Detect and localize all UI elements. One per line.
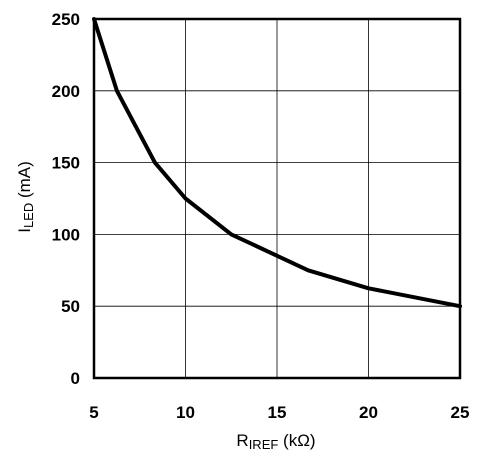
x-tick-label: 20 xyxy=(359,403,378,422)
grid-layer xyxy=(93,18,461,379)
y-tick-labels: 0 50 100 150 200 250 xyxy=(52,10,80,388)
y-axis-label-unit: (mA) xyxy=(15,161,34,203)
x-axis-label: RIREF (kΩ) xyxy=(236,431,315,452)
x-axis-label-main: R xyxy=(236,431,248,450)
y-axis-label: ILED (mA) xyxy=(15,161,36,233)
series-line xyxy=(92,17,462,309)
y-tick-label: 150 xyxy=(52,154,80,173)
y-tick-label: 100 xyxy=(52,225,80,244)
y-tick-label: 50 xyxy=(61,297,80,316)
x-tick-label: 15 xyxy=(268,403,287,422)
y-axis-label-sub: LED xyxy=(21,203,36,228)
x-tick-label: 25 xyxy=(451,403,470,422)
x-axis-label-unit: (kΩ) xyxy=(278,431,315,450)
x-tick-label: 10 xyxy=(176,403,195,422)
y-tick-label: 0 xyxy=(71,369,80,388)
x-axis-label-sub: IREF xyxy=(249,437,279,452)
y-axis-label-main: I xyxy=(15,228,34,233)
y-tick-label: 200 xyxy=(52,82,80,101)
y-tick-label: 250 xyxy=(52,10,80,29)
x-tick-labels: 5 10 15 20 25 xyxy=(89,403,469,422)
plot-frame xyxy=(92,17,462,380)
x-tick-label: 5 xyxy=(89,403,98,422)
curve-layer xyxy=(92,17,462,309)
